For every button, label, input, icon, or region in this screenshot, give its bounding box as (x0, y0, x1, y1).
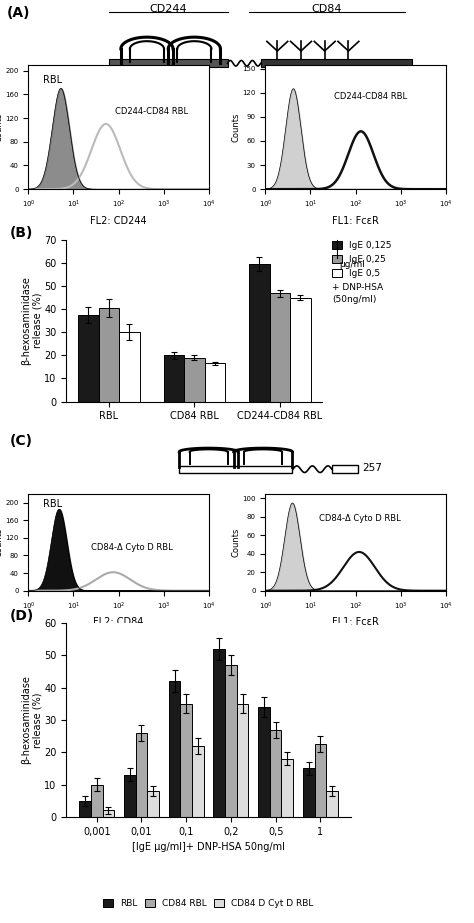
Legend: RBL, CD84 RBL, CD84 D Cyt D RBL: RBL, CD84 RBL, CD84 D Cyt D RBL (100, 895, 318, 911)
X-axis label: FL1: FcεR: FL1: FcεR (332, 216, 379, 226)
Bar (205, 364, 225, 402)
Text: CD84: CD84 (312, 5, 342, 14)
Text: (D): (D) (9, 609, 34, 623)
Bar (136, 733, 147, 817)
Bar (99, 308, 119, 402)
Bar (102, 810, 114, 817)
Bar (225, 665, 237, 817)
Bar (181, 703, 192, 817)
Text: 257: 257 (363, 463, 383, 473)
Text: + DNP-HSA: + DNP-HSA (332, 283, 383, 293)
Text: (50ng/ml): (50ng/ml) (332, 295, 376, 305)
Y-axis label: Counts: Counts (232, 113, 241, 141)
Bar (326, 791, 338, 817)
X-axis label: FL1: FcεR: FL1: FcεR (332, 617, 379, 628)
Bar (249, 264, 270, 402)
Bar (192, 746, 204, 817)
Bar (179, 465, 292, 473)
Bar (290, 297, 310, 402)
Text: RBL: RBL (43, 499, 62, 509)
Text: (C): (C) (9, 434, 33, 448)
Text: CD84-Δ Cyto D RBL: CD84-Δ Cyto D RBL (319, 514, 401, 523)
Text: μg/ml: μg/ml (339, 260, 365, 270)
Bar (213, 649, 225, 817)
Y-axis label: β-hexosaminidase
release (%): β-hexosaminidase release (%) (21, 676, 43, 764)
Bar (270, 729, 282, 817)
Y-axis label: Counts: Counts (0, 528, 4, 557)
Y-axis label: Counts: Counts (0, 113, 4, 141)
Bar (303, 768, 315, 817)
Bar (79, 800, 91, 817)
X-axis label: [IgE μg/ml]+ DNP-HSA 50ng/ml: [IgE μg/ml]+ DNP-HSA 50ng/ml (132, 842, 285, 852)
Bar (282, 759, 293, 817)
Bar (164, 355, 184, 402)
Text: (B): (B) (9, 226, 33, 240)
Bar (237, 703, 248, 817)
Bar (332, 465, 358, 473)
Bar (91, 785, 102, 817)
Bar (315, 744, 326, 817)
Bar (119, 332, 139, 402)
Text: CD84-Δ Cyto D RBL: CD84-Δ Cyto D RBL (91, 543, 173, 552)
Text: (A): (A) (7, 6, 31, 20)
Bar (270, 294, 290, 402)
Bar (169, 681, 181, 817)
Bar (109, 59, 228, 66)
Legend: IgE 0,125, IgE 0,25, IgE 0,5: IgE 0,125, IgE 0,25, IgE 0,5 (332, 241, 392, 278)
Bar (261, 59, 412, 66)
Bar (124, 775, 136, 817)
Text: RBL: RBL (43, 76, 62, 85)
Y-axis label: β-hexosaminidase
release (%): β-hexosaminidase release (%) (21, 276, 43, 366)
Bar (78, 315, 99, 402)
Bar (184, 358, 205, 402)
Text: CD244: CD244 (149, 5, 187, 14)
Text: CD244-CD84 RBL: CD244-CD84 RBL (115, 107, 188, 116)
Text: CD244-CD84 RBL: CD244-CD84 RBL (334, 92, 407, 102)
Y-axis label: Counts: Counts (232, 528, 241, 557)
X-axis label: FL2: CD84: FL2: CD84 (93, 617, 144, 628)
Bar (147, 791, 159, 817)
X-axis label: FL2: CD244: FL2: CD244 (90, 216, 147, 226)
Bar (258, 707, 270, 817)
